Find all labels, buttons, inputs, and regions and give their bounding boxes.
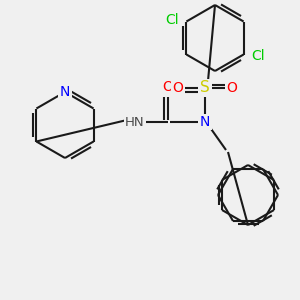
Text: N: N bbox=[200, 115, 210, 129]
Text: O: O bbox=[226, 81, 237, 95]
Text: HN: HN bbox=[125, 116, 145, 128]
Text: Cl: Cl bbox=[251, 50, 264, 64]
Text: Cl: Cl bbox=[166, 13, 179, 26]
Text: O: O bbox=[163, 80, 173, 94]
Text: O: O bbox=[172, 81, 183, 95]
Text: N: N bbox=[60, 85, 70, 99]
Text: S: S bbox=[200, 80, 210, 95]
